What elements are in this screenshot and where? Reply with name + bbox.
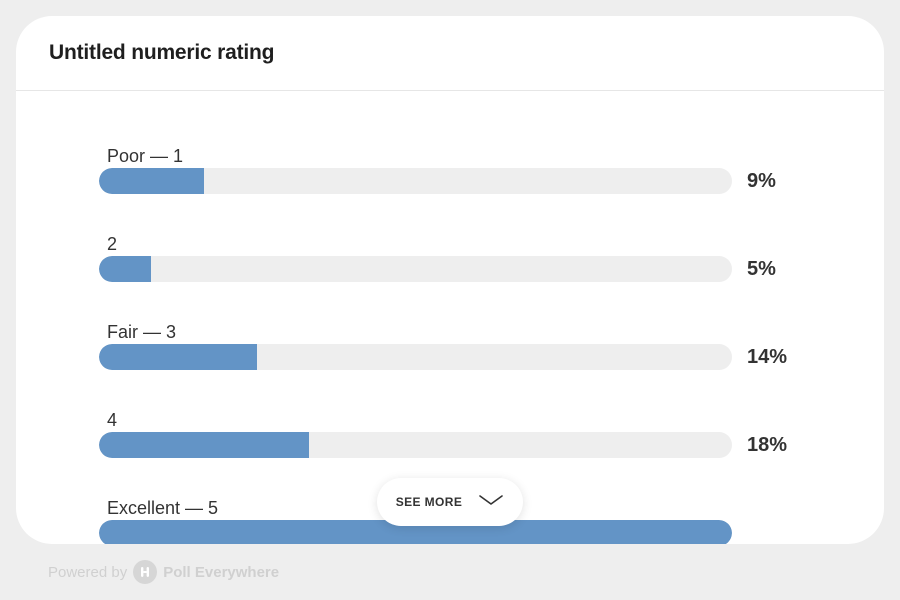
poll-title: Untitled numeric rating: [49, 41, 275, 64]
result-bar-track: [99, 520, 732, 544]
result-option: Excellent — 5: [99, 496, 819, 544]
result-bar-fill: [99, 344, 258, 370]
option-label: 4: [107, 410, 118, 430]
result-option: Poor — 1 9%: [99, 144, 819, 232]
see-more-button[interactable]: SEE MORE: [377, 478, 523, 526]
option-percent: 14%: [747, 346, 788, 368]
powered-by-text: Powered by: [48, 563, 128, 581]
option-label: Fair — 3: [107, 322, 177, 342]
option-percent: 18%: [747, 434, 788, 456]
brand-name[interactable]: Poll Everywhere: [163, 563, 280, 581]
result-option: 4 18%: [99, 408, 819, 496]
result-option: 2 5%: [99, 232, 819, 320]
poll-card: Untitled numeric rating Poor — 1 9% 2 5%…: [16, 16, 884, 544]
results-list: Poor — 1 9% 2 5% Fair — 3 14% 4 1: [99, 144, 819, 544]
see-more-label: SEE MORE: [395, 495, 463, 509]
option-percent: 5%: [747, 258, 776, 280]
result-option: Fair — 3 14%: [99, 320, 819, 408]
result-bar-fill: [99, 168, 205, 194]
option-percent: 9%: [747, 170, 776, 192]
footer: Powered by Poll Everywhere: [48, 560, 279, 584]
option-label: 2: [107, 234, 118, 254]
poll-everywhere-logo-icon: [133, 560, 158, 584]
option-label: Poor — 1: [107, 146, 184, 166]
result-bar-fill: [99, 432, 310, 458]
card-header: Untitled numeric rating: [16, 16, 884, 91]
option-label: Excellent — 5: [107, 498, 219, 518]
result-bar-track: [99, 256, 732, 282]
chevron-down-icon: [478, 493, 504, 512]
result-bar-track: [99, 168, 732, 194]
result-bar-track: [99, 432, 732, 458]
result-bar-track: [99, 344, 732, 370]
result-bar-fill: [99, 256, 151, 282]
